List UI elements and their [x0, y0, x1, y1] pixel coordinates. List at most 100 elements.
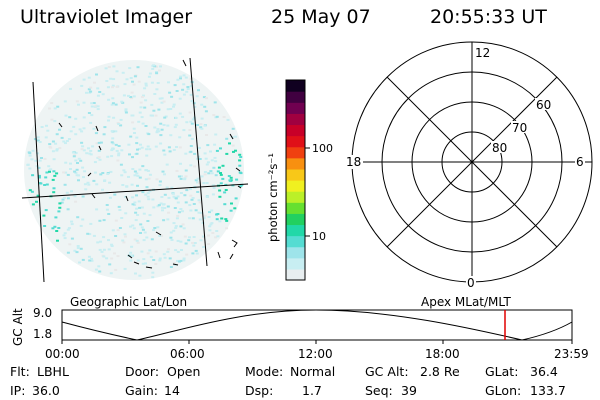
- uv-pixel: [82, 116, 86, 119]
- uv-pixel: [166, 205, 170, 208]
- colorbar-segment: [286, 213, 305, 226]
- uv-pixel: [88, 233, 92, 236]
- uv-pixel: [106, 86, 110, 89]
- mlt-label-12: 12: [475, 46, 490, 60]
- uv-pixel: [141, 191, 145, 194]
- uv-pixel: [99, 240, 102, 243]
- seq-value: 39: [401, 383, 417, 398]
- filter-label: Flt:: [10, 364, 30, 379]
- uv-pixel: [154, 250, 158, 253]
- uv-pixel: [198, 182, 202, 184]
- uv-pixel: [153, 126, 157, 129]
- uv-pixel: [189, 93, 193, 96]
- uv-pixel: [210, 159, 214, 162]
- uv-pixel: [174, 249, 178, 252]
- colorbar-segment: [286, 102, 305, 114]
- timeline-tick-1800: 18:00: [425, 347, 460, 361]
- uv-pixel: [74, 151, 78, 154]
- uv-pixel: [210, 209, 214, 212]
- uv-pixel: [152, 229, 156, 232]
- uv-pixel: [31, 203, 35, 206]
- uv-pixel: [169, 236, 173, 239]
- uv-pixel: [108, 263, 112, 266]
- uv-pixel: [120, 174, 124, 177]
- uv-pixel: [89, 222, 93, 225]
- uv-pixel: [238, 153, 242, 156]
- mode-value: Normal: [290, 364, 336, 379]
- uv-pixel: [69, 168, 72, 170]
- uv-pixel: [132, 95, 136, 98]
- uv-pixel: [175, 217, 179, 220]
- uv-pixel: [188, 217, 192, 220]
- uv-pixel: [134, 211, 138, 214]
- uv-pixel: [197, 199, 201, 202]
- uv-pixel: [50, 102, 54, 105]
- uv-pixel: [181, 210, 184, 213]
- uv-pixel: [68, 243, 72, 246]
- uv-pixel: [87, 112, 91, 114]
- uv-pixel: [140, 226, 144, 229]
- uv-pixel: [163, 153, 167, 156]
- timeline-ylabel: GC Alt: [11, 308, 25, 346]
- uv-pixel: [218, 220, 222, 223]
- seq-label: Seq:: [365, 383, 393, 398]
- uv-pixel: [116, 159, 120, 162]
- uv-pixel: [196, 157, 199, 160]
- uv-pixel: [110, 149, 114, 152]
- uv-pixel: [158, 184, 162, 187]
- uv-pixel: [111, 142, 115, 145]
- uv-pixel: [71, 151, 75, 154]
- uv-pixel: [144, 193, 148, 196]
- uv-pixel: [43, 225, 47, 227]
- uv-pixel: [172, 229, 176, 232]
- uv-pixel: [157, 108, 161, 111]
- uv-pixel: [80, 141, 84, 144]
- uv-pixel: [102, 248, 106, 251]
- uv-pixel: [179, 77, 182, 80]
- uv-pixel: [89, 86, 93, 89]
- uv-pixel: [55, 148, 59, 151]
- colorbar-segment: [286, 202, 305, 214]
- colorbar-segment: [286, 146, 305, 159]
- uv-pixel: [182, 93, 186, 96]
- uv-pixel: [65, 140, 69, 142]
- uv-pixel: [203, 173, 207, 176]
- uv-pixel: [135, 239, 139, 242]
- uv-pixel: [127, 143, 131, 146]
- uv-pixel: [212, 186, 216, 189]
- uv-pixel: [160, 234, 164, 237]
- uv-pixel: [110, 130, 114, 133]
- uv-pixel: [138, 274, 142, 277]
- uv-pixel: [137, 120, 141, 123]
- uv-pixel: [227, 175, 231, 177]
- uv-pixel: [111, 84, 115, 87]
- uv-pixel: [207, 172, 211, 175]
- uv-pixel: [121, 101, 125, 104]
- uv-pixel: [162, 149, 166, 152]
- uv-pixel: [140, 206, 144, 209]
- uv-pixel: [166, 124, 170, 127]
- uv-pixel: [54, 142, 58, 145]
- uv-pixel: [56, 105, 60, 108]
- uv-pixel: [43, 157, 47, 160]
- polar-label-bg-60: [535, 98, 553, 110]
- uv-pixel: [203, 171, 207, 173]
- uv-pixel: [184, 175, 188, 178]
- uv-pixel: [202, 182, 206, 184]
- colorbar-segment: [286, 91, 305, 103]
- uv-pixel: [190, 100, 194, 103]
- uv-pixel: [133, 204, 137, 206]
- uv-pixel: [179, 192, 183, 194]
- uv-pixel: [193, 242, 197, 244]
- uv-pixel: [111, 229, 115, 232]
- timeline-frame: [61, 309, 573, 341]
- uv-pixel: [190, 198, 194, 201]
- uv-pixel: [221, 164, 225, 167]
- uv-pixel: [172, 195, 176, 198]
- uv-pixel: [194, 209, 198, 212]
- uv-pixel: [136, 174, 140, 177]
- mlat-label-60: 60: [536, 98, 551, 112]
- uv-pixel: [66, 197, 70, 200]
- uv-pixel: [110, 257, 114, 260]
- uv-pixel: [146, 195, 150, 198]
